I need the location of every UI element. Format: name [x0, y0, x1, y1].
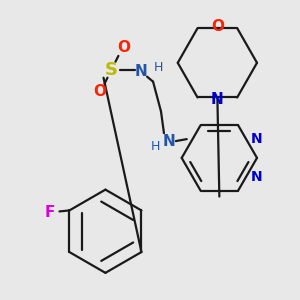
Text: S: S: [105, 61, 118, 79]
Text: N: N: [211, 92, 224, 107]
Text: O: O: [93, 84, 106, 99]
Text: O: O: [117, 40, 130, 56]
Text: N: N: [251, 170, 263, 184]
Text: N: N: [251, 132, 263, 146]
Text: O: O: [211, 19, 224, 34]
Text: H: H: [150, 140, 160, 152]
Text: N: N: [135, 64, 148, 79]
Text: F: F: [44, 205, 55, 220]
Text: H: H: [153, 61, 163, 74]
Text: N: N: [163, 134, 175, 148]
